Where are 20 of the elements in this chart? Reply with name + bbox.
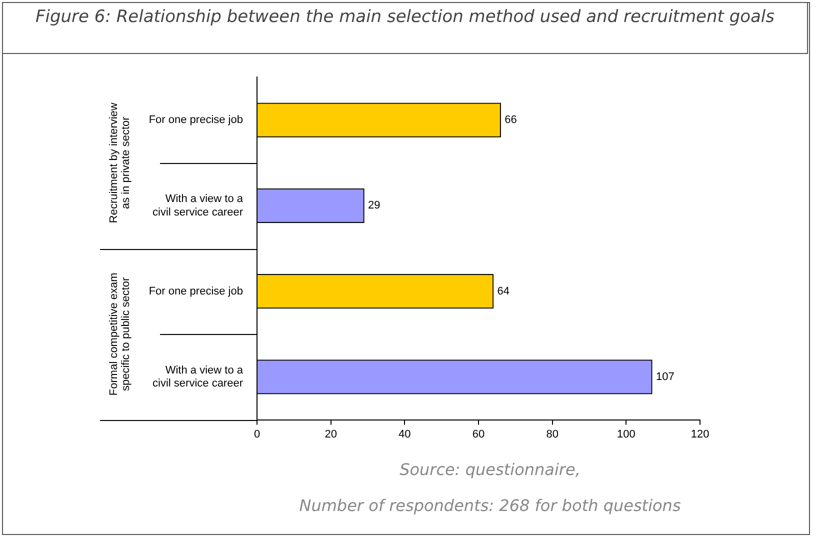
x-tick-label: 20 bbox=[324, 428, 337, 440]
text: Recruitment by interview as in private sector bbox=[108, 102, 132, 224]
text: Number of respondents: 268 for both questions bbox=[298, 496, 682, 515]
chart-title: Figure 6: Relationship between the main selection method used and recruitment goals bbox=[2, 2, 808, 54]
x-tick-label: 120 bbox=[690, 428, 710, 440]
x-tick-label: 0 bbox=[254, 428, 260, 440]
x-tick-label: 100 bbox=[616, 428, 636, 440]
x-tick-label: 80 bbox=[546, 428, 558, 440]
y-tick-label: For one precise job bbox=[148, 114, 243, 126]
x-tick-label: 60 bbox=[472, 428, 485, 440]
data-label: 64 bbox=[497, 285, 510, 298]
data-label: 29 bbox=[368, 200, 380, 212]
data-label: 66 bbox=[504, 114, 517, 126]
y-tick-label: With a view to a civil service career bbox=[152, 193, 244, 218]
y-tick-label: With a view to a civil service career bbox=[152, 364, 244, 390]
y-tick-label: For one precise job bbox=[148, 285, 243, 298]
data-label: 107 bbox=[656, 371, 674, 384]
text: Formal competitive exam specific to public sector bbox=[108, 272, 132, 396]
source-note: Source: questionnaire, bbox=[398, 460, 582, 479]
x-tick-label: 40 bbox=[398, 428, 411, 440]
